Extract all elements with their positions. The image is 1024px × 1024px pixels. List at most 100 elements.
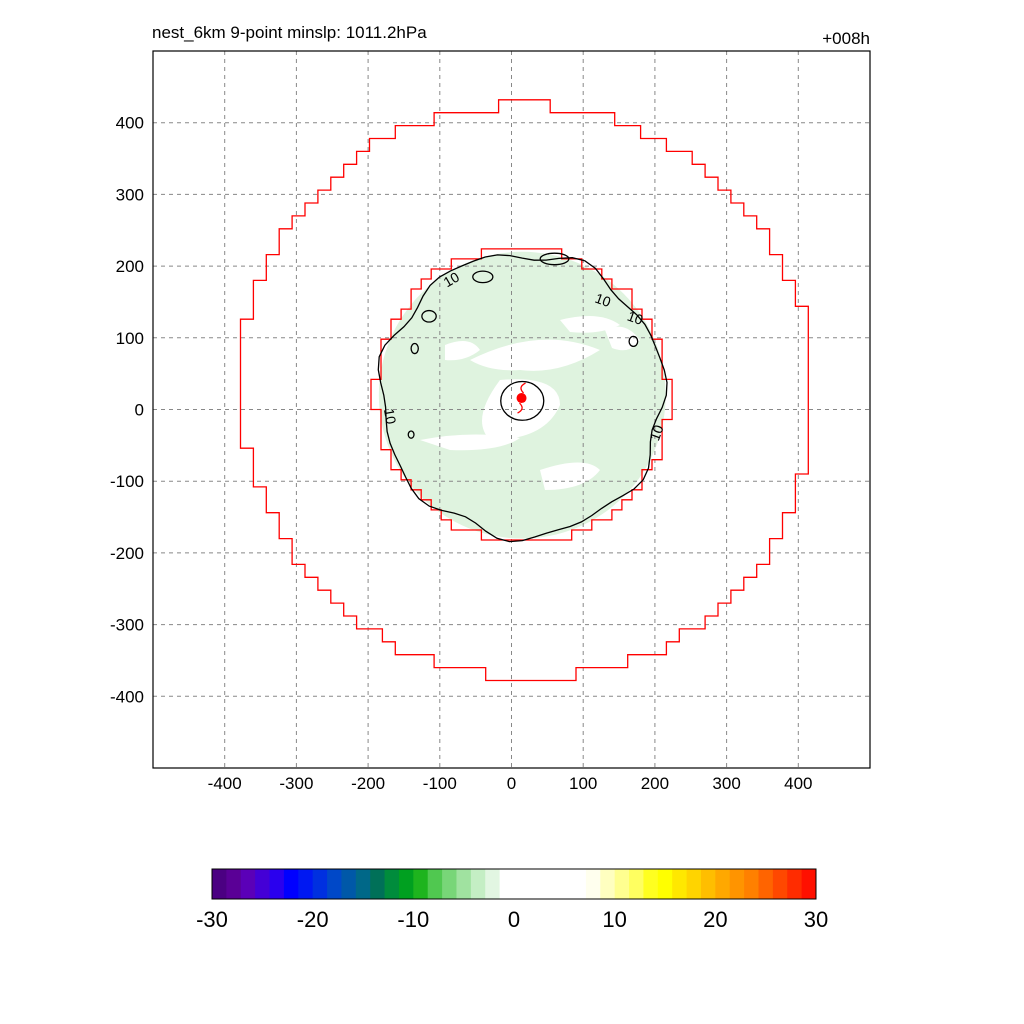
x-tick-label: 400 (784, 774, 812, 793)
x-tick-label: -400 (208, 774, 242, 793)
colorbar (211, 868, 817, 900)
colorbar-frame (211, 868, 817, 900)
colorbar-swatch (255, 869, 271, 899)
contour-blob (500, 380, 545, 421)
colorbar-swatch (212, 869, 227, 899)
colorbar-swatch (341, 869, 357, 899)
colorbar-swatch (729, 869, 745, 899)
storm-dot (516, 393, 527, 404)
colorbar-swatch (413, 869, 429, 899)
colorbar-swatch (370, 869, 386, 899)
colorbar-swatch (542, 869, 558, 899)
colorbar-swatch (614, 869, 630, 899)
x-tick-label: -100 (423, 774, 457, 793)
colorbar-swatch (772, 869, 788, 899)
colorbar-swatch (312, 869, 328, 899)
colorbar-tick-label: -20 (297, 907, 329, 932)
y-tick-label: 0 (135, 401, 144, 420)
y-tick-label: 300 (116, 185, 144, 204)
colorbar-tick-label: 20 (703, 907, 727, 932)
contour-label: 10 (593, 290, 613, 310)
colorbar-swatch (557, 869, 573, 899)
y-tick-label: 100 (116, 329, 144, 348)
contour-blob (628, 335, 639, 348)
x-axis-ticks: -400 -300 -200 -100 0 100 200 300 400 (208, 774, 813, 793)
x-tick-label: 0 (507, 774, 516, 793)
x-tick-label: 300 (712, 774, 740, 793)
colorbar-swatch (398, 869, 414, 899)
storm-arm-top (520, 382, 526, 394)
contour-label: 10 (381, 407, 399, 425)
colorbar-tick-label: -30 (196, 907, 228, 932)
colorbar-swatch (744, 869, 759, 899)
colorbar-swatch (384, 869, 400, 899)
colorbar-swatch (657, 869, 673, 899)
colorbar-swatch (269, 869, 285, 899)
colorbar-swatch (700, 869, 716, 899)
colorbar-swatch (427, 869, 443, 899)
plot-frame (152, 50, 871, 769)
colorbar-swatch (485, 869, 501, 899)
colorbar-swatch (226, 869, 242, 899)
colorbar-swatch (571, 869, 587, 899)
colorbar-swatch (585, 869, 601, 899)
colorbar-swatch (528, 869, 544, 899)
colorbar-swatch (801, 869, 817, 899)
y-tick-label: -100 (110, 472, 144, 491)
outer-domain-outline (239, 99, 809, 682)
colorbar-swatch (499, 869, 515, 899)
colorbar-swatch (283, 869, 299, 899)
y-tick-label: -300 (110, 616, 144, 635)
y-tick-label: 400 (116, 114, 144, 133)
storm-arm-bottom (517, 402, 523, 414)
colorbar-tick-label: 0 (508, 907, 520, 932)
colorbar-swatch (442, 869, 457, 899)
contour-label: 10 (625, 308, 645, 328)
contour-blob (472, 270, 494, 284)
contour-blob (539, 252, 570, 266)
storm-center-marker (516, 382, 527, 414)
colorbar-tick-label: 30 (804, 907, 828, 932)
contour-blob (407, 430, 415, 439)
y-tick-label: -200 (110, 544, 144, 563)
x-tick-label: 200 (641, 774, 669, 793)
colorbar-swatch (456, 869, 472, 899)
contour-label: 10 (646, 422, 666, 442)
field-gap (605, 326, 640, 351)
contour-blob (410, 342, 419, 355)
inner-domain-outline (370, 248, 673, 541)
colorbar-swatch (672, 869, 688, 899)
colorbar-swatch (470, 869, 486, 899)
colorbar-swatch (715, 869, 731, 899)
colorbar-tick-label: 10 (602, 907, 626, 932)
colorbar-swatch (600, 869, 616, 899)
colorbar-tick-label: -10 (397, 907, 429, 932)
contours: 10 10 10 10 10 (377, 252, 668, 543)
colorbar-swatch (514, 869, 529, 899)
x-tick-label: -300 (279, 774, 313, 793)
y-tick-label: -400 (110, 687, 144, 706)
field-gap (470, 339, 600, 371)
contour-label: 10 (440, 268, 462, 290)
colorbar-swatch (629, 869, 644, 899)
field-gap (540, 462, 600, 490)
contour-outer (377, 254, 668, 543)
colorbar-swatch (327, 869, 342, 899)
colorbar-swatch (686, 869, 702, 899)
contour-blob (421, 309, 437, 323)
field-gap (445, 341, 480, 361)
colorbar-swatch (787, 869, 803, 899)
forecast-hour-label: +008h (822, 29, 870, 48)
colorbar-swatch (298, 869, 314, 899)
colorbar-swatch (240, 869, 256, 899)
x-tick-label: 100 (569, 774, 597, 793)
y-tick-label: 200 (116, 257, 144, 276)
plot-area: 10 10 10 10 10 (153, 51, 870, 768)
colorbar-swatch (355, 869, 371, 899)
colorbar-swatch (643, 869, 659, 899)
y-axis-ticks: 400 300 200 100 0 -100 -200 -300 -400 (110, 114, 144, 707)
colorbar-labels: -30 -20 -10 0 10 20 30 (196, 907, 828, 932)
field-gap (420, 434, 520, 451)
plot-title: nest_6km 9-point minslp: 1011.2hPa (152, 23, 427, 42)
